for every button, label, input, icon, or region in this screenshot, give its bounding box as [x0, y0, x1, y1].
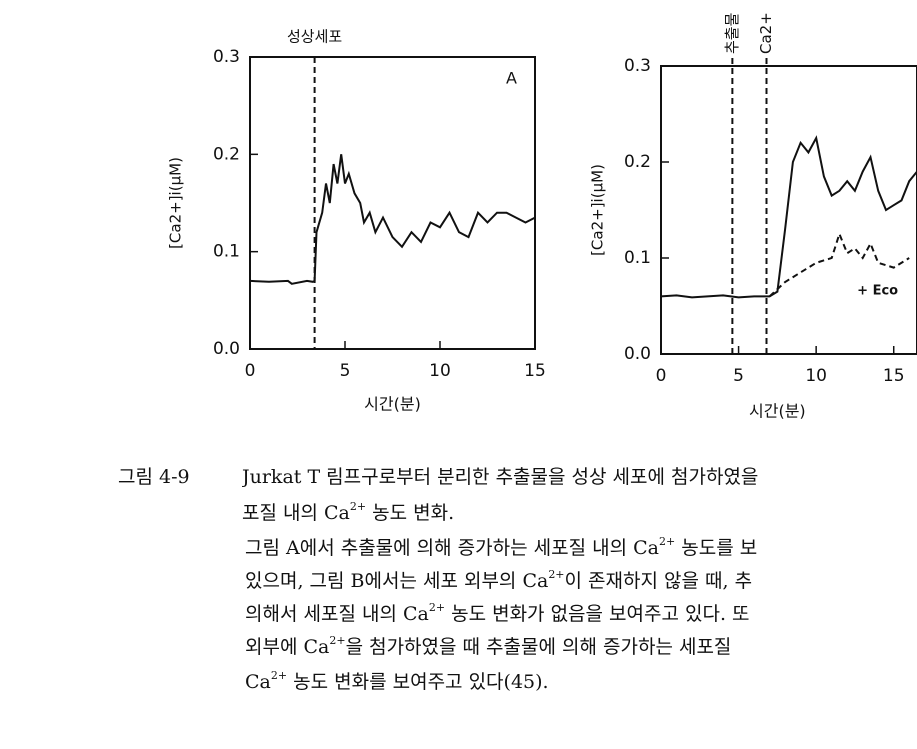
y-tick-label: 0.2: [213, 144, 240, 164]
caption-text: 이 존재하지 않을 때, 추: [564, 570, 753, 592]
annotation: 추출물: [723, 13, 741, 54]
superscript: 2+: [329, 634, 346, 647]
superscript: 2+: [548, 568, 565, 581]
superscript: 2+: [270, 669, 288, 682]
caption-text: 농도를 보: [675, 537, 758, 559]
y-axis-label: [Ca2+]i(μM): [167, 157, 185, 249]
x-tick-label: 15: [524, 361, 546, 381]
data-line: [660, 135, 917, 299]
panel-label: A: [506, 69, 517, 88]
x-tick-label: 0: [656, 366, 667, 386]
caption-text: 외부에 Ca: [245, 636, 330, 658]
y-tick-label: 0.1: [624, 248, 651, 268]
x-axis-label: 시간(분): [364, 395, 421, 414]
caption-line: 포질 내의 Ca2+ 농도 변화.: [242, 498, 917, 525]
caption-text: 포질 내의 Ca: [242, 502, 350, 524]
x-tick-label: 5: [733, 366, 744, 386]
x-tick-label: 15: [883, 366, 905, 386]
caption-text: 농도 변화가 없음을 보여주고 있다. 또: [445, 603, 750, 625]
x-tick-label: 10: [805, 366, 827, 386]
caption-line: 외부에 Ca2+을 첨가하였을 때 추출물에 의해 증가하는 세포질: [245, 632, 917, 659]
caption-text: 을 첨가하였을 때 추출물에 의해 증가하는 세포질: [345, 636, 732, 658]
caption-line: Ca2+ 농도 변화를 보여주고 있다(45).: [245, 667, 917, 694]
data-line: [249, 154, 536, 285]
caption-label: 그림 4-9: [118, 466, 190, 488]
annotation: 성상세포: [287, 28, 342, 46]
superscript: 2+: [349, 500, 367, 513]
caption-line: 있으며, 그림 B에서는 세포 외부의 Ca2+이 존재하지 않을 때, 추: [245, 566, 917, 593]
y-tick-label: 0.3: [624, 56, 651, 76]
x-tick-label: 0: [245, 361, 256, 381]
caption-line: Jurkat T 림프구로부터 분리한 추출물을 성상 세포에 첨가하였을: [242, 462, 917, 489]
x-tick-label: 10: [429, 361, 451, 381]
superscript: 2+: [428, 601, 446, 614]
caption-text: Ca: [245, 671, 271, 693]
caption-text: 있으며, 그림 B에서는 세포 외부의 Ca: [245, 570, 549, 592]
plot-frame: [249, 56, 536, 350]
caption-text: Jurkat T 림프구로부터 분리한 추출물을 성상 세포에 첨가하였을: [242, 466, 759, 488]
y-tick-label: 0.2: [624, 152, 651, 172]
y-axis-label: [Ca2+]i(μM): [589, 164, 607, 256]
y-tick-label: 0.0: [213, 339, 240, 359]
caption-text: 의해서 세포질 내의 Ca: [245, 603, 429, 625]
x-axis-label: 시간(분): [749, 402, 806, 421]
x-tick-label: 5: [340, 361, 351, 381]
caption-text: 농도 변화를 보여주고 있다(45).: [287, 671, 549, 693]
caption-text: 농도 변화.: [366, 502, 455, 524]
caption-text: 그림 A에서 추출물에 의해 증가하는 세포질 내의 Ca: [245, 537, 659, 559]
caption-line: 의해서 세포질 내의 Ca2+ 농도 변화가 없음을 보여주고 있다. 또: [245, 599, 917, 626]
plot-frame: [660, 65, 917, 355]
y-tick-label: 0.0: [624, 344, 651, 364]
y-tick-label: 0.3: [213, 47, 240, 67]
annotation: Ca2+: [757, 12, 775, 54]
series-label: + Eco: [857, 284, 898, 299]
figure: 0.0 0.1 0.2 0.3 0 5 10 15 시간(분) [Ca2+]i(μM) A 성상세포 0…: [167, 12, 917, 421]
y-tick-label: 0.1: [213, 242, 240, 262]
caption-line: 그림 A에서 추출물에 의해 증가하는 세포질 내의 Ca2+ 농도를 보: [245, 533, 917, 560]
superscript: 2+: [658, 535, 676, 548]
